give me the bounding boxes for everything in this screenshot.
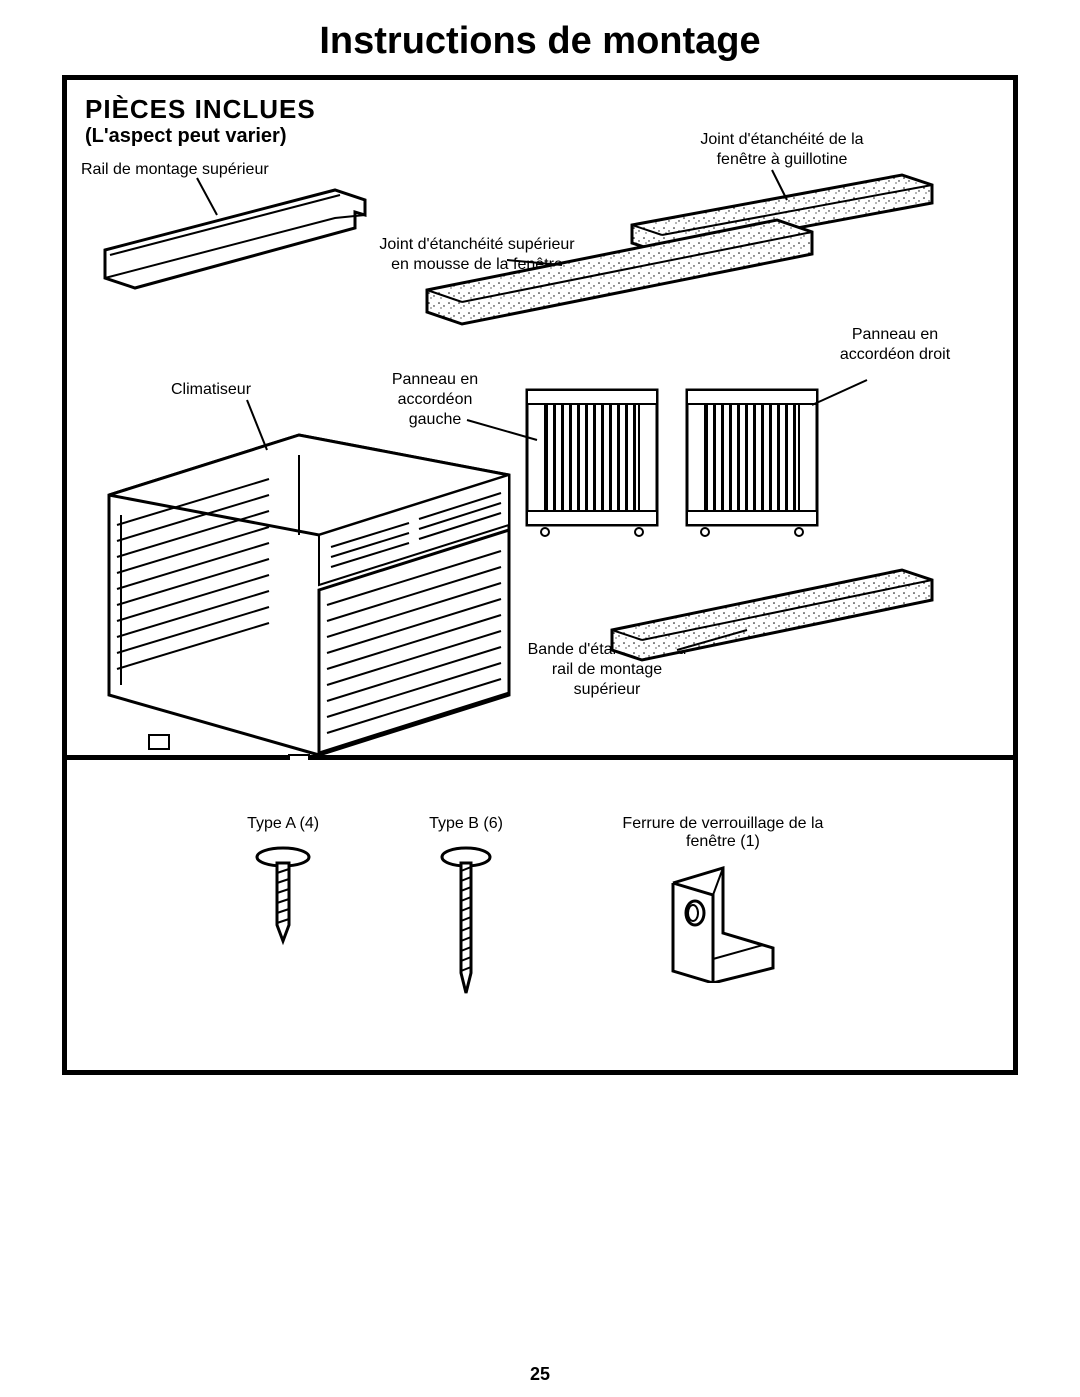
label-ac-unit: Climatiseur <box>171 380 251 400</box>
screw-a-col: Type A (4) <box>247 815 319 955</box>
label-screw-b: Type B (6) <box>429 815 503 833</box>
label-accordion-right: Panneau en accordéon droit <box>835 325 955 365</box>
screw-a-icon <box>253 845 313 955</box>
top-rail-icon <box>105 190 365 288</box>
ac-unit-icon <box>109 435 509 760</box>
label-foam-seal: Joint d'étanchéité supérieur en mousse d… <box>377 235 577 275</box>
label-rail-seal-strip: Bande d'étanchéité du rail de montage su… <box>527 640 687 700</box>
label-screw-a: Type A (4) <box>247 815 319 833</box>
lock-bracket-icon <box>663 863 783 983</box>
label-lock-bracket: Ferrure de verrouillage de la fenêtre (1… <box>613 815 833 851</box>
screw-b-col: Type B (6) <box>429 815 503 1005</box>
accordion-right-icon <box>687 390 817 536</box>
parts-section-top: PIÈCES INCLUES (L'aspect peut varier) Ra… <box>67 80 1013 760</box>
section-heading: PIÈCES INCLUES <box>85 94 995 125</box>
label-sash-seal: Joint d'étanchéité de la fenêtre à guill… <box>677 130 887 170</box>
label-top-rail: Rail de montage supérieur <box>81 160 269 180</box>
label-accordion-left: Panneau en accordéon gauche <box>375 370 495 430</box>
hardware-section: Type A (4) Type B (6) <box>67 760 1013 1075</box>
screw-b-icon <box>436 845 496 1005</box>
page-title: Instructions de montage <box>0 0 1080 75</box>
parts-frame: PIÈCES INCLUES (L'aspect peut varier) Ra… <box>62 75 1018 1075</box>
page-number: 25 <box>0 1364 1080 1385</box>
accordion-left-icon <box>527 390 657 536</box>
lock-bracket-col: Ferrure de verrouillage de la fenêtre (1… <box>613 815 833 983</box>
sash-seal-icon <box>632 175 932 253</box>
